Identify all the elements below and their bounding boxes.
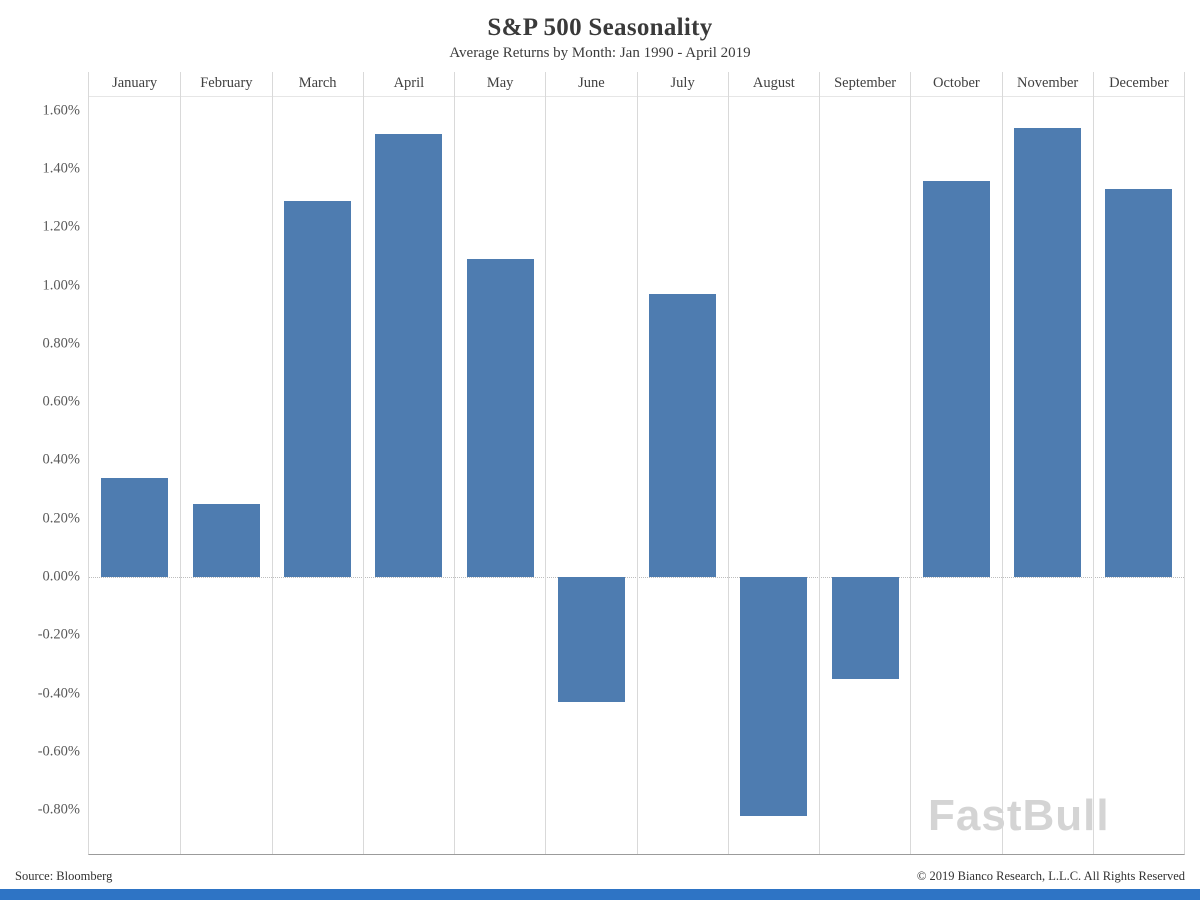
month-label: September — [834, 75, 897, 91]
month-column-june: June — [545, 72, 636, 854]
y-axis: 1.60% 1.40% 1.20% 1.00% 0.80% 0.60% 0.40% 0.20%… — [0, 72, 84, 855]
plot-area: January February March April May June July Augu… — [88, 72, 1185, 855]
bar-september — [831, 577, 899, 680]
y-tick-label: 0.20% — [42, 510, 80, 527]
bar-may — [466, 259, 534, 578]
month-column-january: January — [89, 72, 180, 854]
bottom-accent-strip — [0, 889, 1200, 900]
bar-december — [1105, 189, 1173, 578]
month-label: January — [112, 75, 158, 91]
month-label: October — [933, 75, 980, 91]
month-column-september: September — [819, 72, 910, 854]
bar-february — [192, 504, 260, 578]
copyright-note: © 2019 Bianco Research, L.L.C. All Right… — [916, 869, 1185, 883]
y-tick-label: 0.60% — [42, 393, 80, 410]
month-column-march: March — [271, 72, 363, 854]
month-column-november: November — [1001, 72, 1093, 854]
fastbull-watermark: FastBull — [928, 791, 1110, 840]
month-column-february: February — [180, 72, 271, 854]
month-column-august: August — [727, 72, 819, 854]
source-note: Source: Bloomberg — [15, 869, 113, 883]
bar-october — [922, 180, 990, 578]
bar-august — [740, 577, 808, 817]
y-tick-label: -0.60% — [37, 743, 80, 760]
bar-january — [100, 477, 169, 578]
month-column-may: May — [454, 72, 545, 854]
y-tick-label: 0.80% — [42, 335, 80, 352]
month-label: February — [200, 75, 253, 91]
month-column-december: December — [1092, 72, 1184, 854]
y-tick-label: 0.40% — [42, 451, 80, 468]
month-column-july: July — [636, 72, 728, 854]
y-tick-label: 1.40% — [42, 160, 80, 177]
footer: Source: Bloomberg © 2019 Bianco Research… — [0, 869, 1200, 884]
month-label: November — [1017, 75, 1079, 91]
bar-july — [649, 294, 716, 578]
month-label: December — [1109, 75, 1169, 91]
bar-november — [1014, 128, 1081, 578]
bar-march — [284, 200, 351, 578]
chart-subtitle: Average Returns by Month: Jan 1990 - Apr… — [449, 45, 751, 61]
chart-title: S&P 500 Seasonality — [487, 14, 713, 41]
month-label: July — [670, 75, 695, 91]
y-tick-label: 1.00% — [42, 277, 80, 293]
y-tick-label: -0.20% — [37, 626, 80, 643]
y-tick-label: 1.20% — [42, 218, 80, 235]
month-label: June — [578, 75, 605, 91]
bar-june — [557, 577, 625, 703]
month-column-april: April — [362, 72, 454, 854]
y-tick-label: -0.80% — [37, 801, 80, 818]
month-label: March — [298, 75, 337, 91]
y-tick-label: 0.00% — [42, 568, 80, 585]
y-tick-label: 1.60% — [42, 102, 80, 119]
bar-april — [375, 133, 443, 578]
month-column-october: October — [910, 72, 1001, 854]
month-label: May — [486, 75, 514, 91]
month-label: August — [752, 75, 795, 91]
month-label: April — [393, 75, 425, 91]
y-tick-label: -0.40% — [37, 685, 80, 702]
